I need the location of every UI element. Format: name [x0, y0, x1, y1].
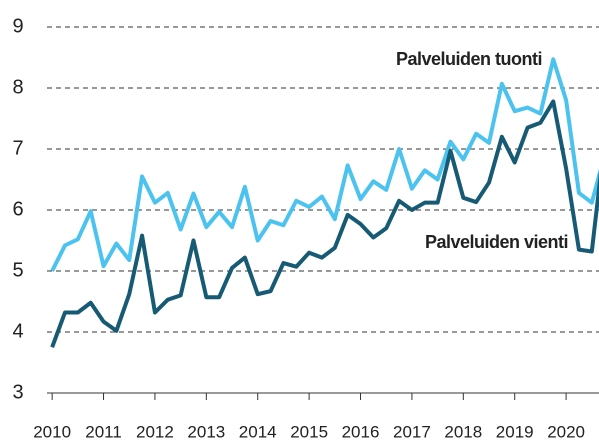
y-tick-label: 8	[12, 76, 23, 98]
x-tick-label: 2015	[290, 422, 328, 441]
plot-area	[50, 57, 599, 348]
y-tick-label: 3	[12, 381, 23, 403]
y-tick-label: 4	[12, 320, 23, 342]
series-label: Palveluiden vienti	[425, 232, 568, 252]
x-tick-label: 2018	[444, 422, 482, 441]
x-tick-label: 2017	[393, 422, 431, 441]
data-line	[50, 57, 599, 272]
x-tick-label: 2014	[239, 422, 277, 441]
x-tick-label: 2011	[85, 422, 122, 441]
x-tick-label: 2019	[496, 422, 534, 441]
x-tick-label: 2010	[33, 422, 71, 441]
data-line	[50, 99, 599, 348]
y-tick-label: 9	[12, 15, 23, 37]
y-tick-label: 5	[12, 259, 23, 281]
x-tick-label: 2016	[342, 422, 380, 441]
x-tick-label: 2013	[187, 422, 225, 441]
x-tick-label: 2012	[136, 422, 174, 441]
y-tick-label: 7	[12, 137, 23, 159]
series-label: Palveluiden tuonti	[396, 49, 542, 69]
x-tick-label: 2020	[547, 422, 585, 441]
y-tick-label: 6	[12, 198, 23, 220]
